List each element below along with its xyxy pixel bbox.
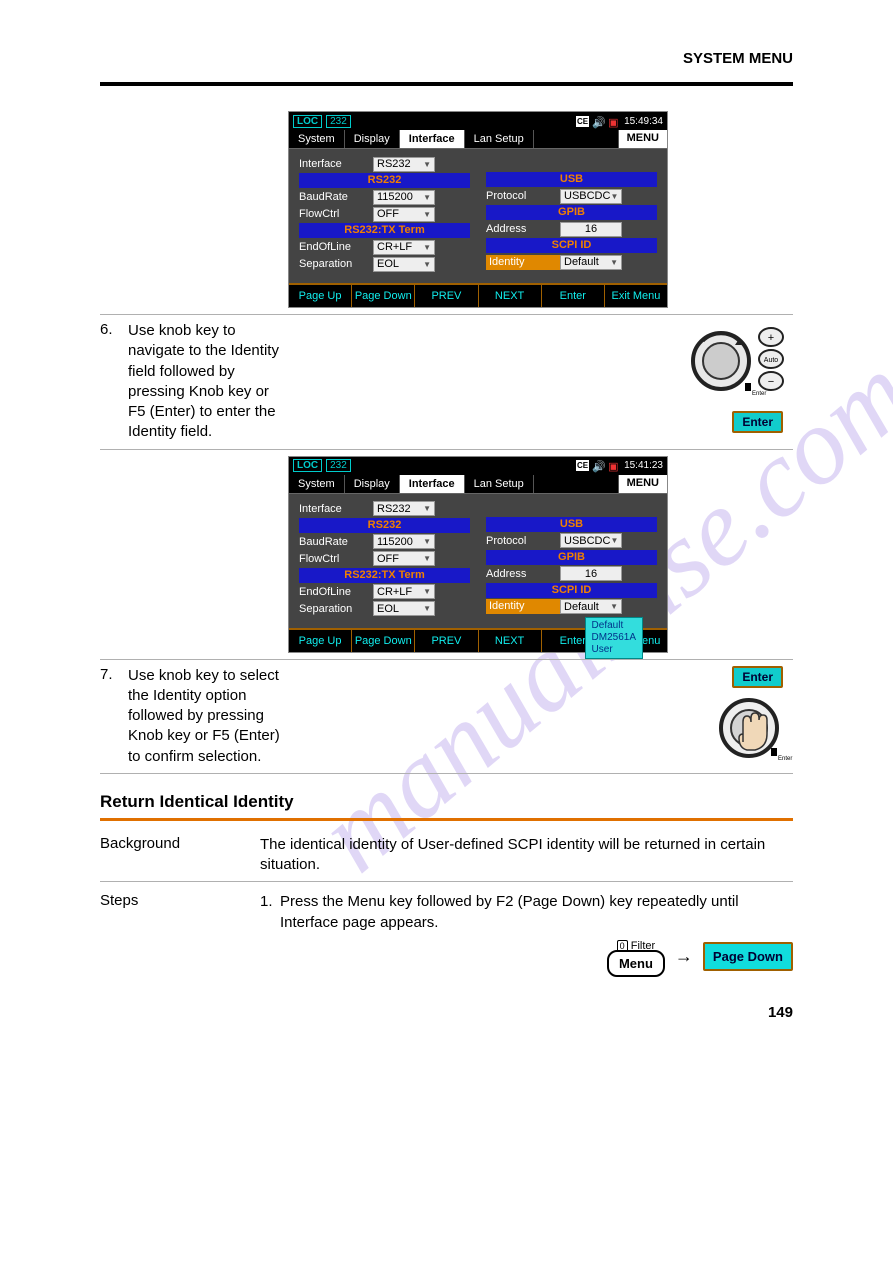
tab-system[interactable]: System: [289, 130, 345, 148]
speaker-icon: 🔊: [592, 116, 605, 127]
softkey-bar: Page UpPage DownPREVNEXTEnterExit Menu: [289, 283, 667, 307]
knob-press-diagram: Enter: [713, 692, 793, 764]
network-icon: ▣: [608, 116, 621, 127]
softkey-pagedown[interactable]: Page Down: [352, 630, 415, 652]
identity-popup: DefaultDM2561AUser: [585, 617, 643, 659]
loc-badge: LOC: [293, 115, 322, 128]
softkey-prev[interactable]: PREV: [415, 285, 478, 307]
top-rule: [100, 82, 793, 86]
device-screenshot: LOC 232 CE 🔊 ▣ 15:49:34 SystemDisplayInt…: [288, 111, 668, 308]
screenshot-1: LOC 232 CE 🔊 ▣ 15:49:34 SystemDisplayInt…: [288, 111, 793, 308]
divider: [100, 773, 793, 774]
svg-text:+: +: [768, 332, 774, 344]
softkey-pagedown[interactable]: Page Down: [352, 285, 415, 307]
softkey-next[interactable]: NEXT: [479, 285, 542, 307]
step-text: Press the Menu key followed by F2 (Page …: [280, 892, 793, 933]
tab-lansetup[interactable]: Lan Setup: [465, 475, 534, 493]
step-row-screenshot2: LOC 232 CE 🔊 ▣ 15:41:23 SystemDisplayInt…: [100, 456, 793, 653]
softkey-pageup[interactable]: Page Up: [289, 630, 352, 652]
background-row: Background The identical identity of Use…: [100, 835, 793, 876]
section-title: Return Identical Identity: [100, 792, 793, 812]
page-content: SYSTEM MENU LOC 232 CE 🔊 ▣ 15:49:34 Syst…: [0, 0, 893, 1061]
clock: 15:41:23: [624, 460, 663, 471]
step-num: 7.: [100, 666, 128, 683]
port-badge: 232: [326, 115, 351, 128]
divider: [100, 449, 793, 450]
tab-bar: SystemDisplayInterfaceLan Setup MENU: [289, 475, 667, 494]
port-badge: 232: [326, 459, 351, 472]
ce-icon: CE: [576, 116, 589, 127]
softkey-prev[interactable]: PREV: [415, 630, 478, 652]
softkey-enter[interactable]: Enter: [542, 285, 605, 307]
step-text: Use knob key to navigate to the Identity…: [128, 321, 288, 443]
page-number: 149: [100, 1004, 793, 1021]
divider: [100, 881, 793, 882]
clock: 15:49:34: [624, 116, 663, 127]
step-7-row: 7. Use knob key to select the Identity o…: [100, 666, 793, 767]
menu-pagedown-diagram: 0 Filter Menu → Page Down: [260, 939, 793, 974]
menu-button[interactable]: MENU: [618, 475, 667, 493]
orange-rule: [100, 818, 793, 821]
enter-key-button: Enter: [732, 666, 783, 688]
svg-text:Enter: Enter: [778, 756, 792, 762]
speaker-icon: 🔊: [592, 460, 605, 471]
network-icon: ▣: [608, 460, 621, 471]
step-row-screenshot1: LOC 232 CE 🔊 ▣ 15:49:34 SystemDisplayInt…: [100, 111, 793, 308]
device-screenshot: LOC 232 CE 🔊 ▣ 15:41:23 SystemDisplayInt…: [288, 456, 668, 653]
svg-text:Enter: Enter: [752, 391, 766, 397]
svg-text:−: −: [768, 376, 774, 388]
menu-button: Menu: [607, 950, 665, 977]
tab-display[interactable]: Display: [345, 475, 400, 493]
tab-interface[interactable]: Interface: [400, 130, 465, 148]
tab-display[interactable]: Display: [345, 130, 400, 148]
tab-interface[interactable]: Interface: [400, 475, 465, 493]
step-text: Use knob key to select the Identity opti…: [128, 666, 288, 767]
knob-diagram: + Auto − Enter: [683, 321, 793, 411]
arrow-icon: →: [675, 944, 693, 968]
menu-button[interactable]: MENU: [618, 130, 667, 148]
enter-key-button: Enter: [732, 411, 783, 433]
row-label: Background: [100, 835, 260, 876]
softkey-next[interactable]: NEXT: [479, 630, 542, 652]
step-num: 1.: [260, 892, 280, 933]
screenshot-2: LOC 232 CE 🔊 ▣ 15:41:23 SystemDisplayInt…: [288, 456, 793, 653]
row-label: Steps: [100, 892, 260, 974]
ce-icon: CE: [576, 460, 589, 471]
tab-lansetup[interactable]: Lan Setup: [465, 130, 534, 148]
step-num: 6.: [100, 321, 128, 338]
identity-label: Identity: [486, 255, 560, 270]
header-section-label: SYSTEM MENU: [100, 50, 793, 67]
identity-label: Identity: [486, 599, 560, 614]
softkey-pageup[interactable]: Page Up: [289, 285, 352, 307]
loc-badge: LOC: [293, 459, 322, 472]
svg-text:Auto: Auto: [764, 357, 779, 364]
pagedown-button: Page Down: [703, 942, 793, 972]
tab-system[interactable]: System: [289, 475, 345, 493]
divider: [100, 659, 793, 660]
steps-row: Steps 1. Press the Menu key followed by …: [100, 892, 793, 974]
row-text: The identical identity of User-defined S…: [260, 835, 793, 876]
softkey-exitmenu[interactable]: Exit Menu: [605, 285, 667, 307]
step-6-row: 6. Use knob key to navigate to the Ident…: [100, 321, 793, 443]
divider: [100, 314, 793, 315]
tab-bar: SystemDisplayInterfaceLan Setup MENU: [289, 130, 667, 149]
